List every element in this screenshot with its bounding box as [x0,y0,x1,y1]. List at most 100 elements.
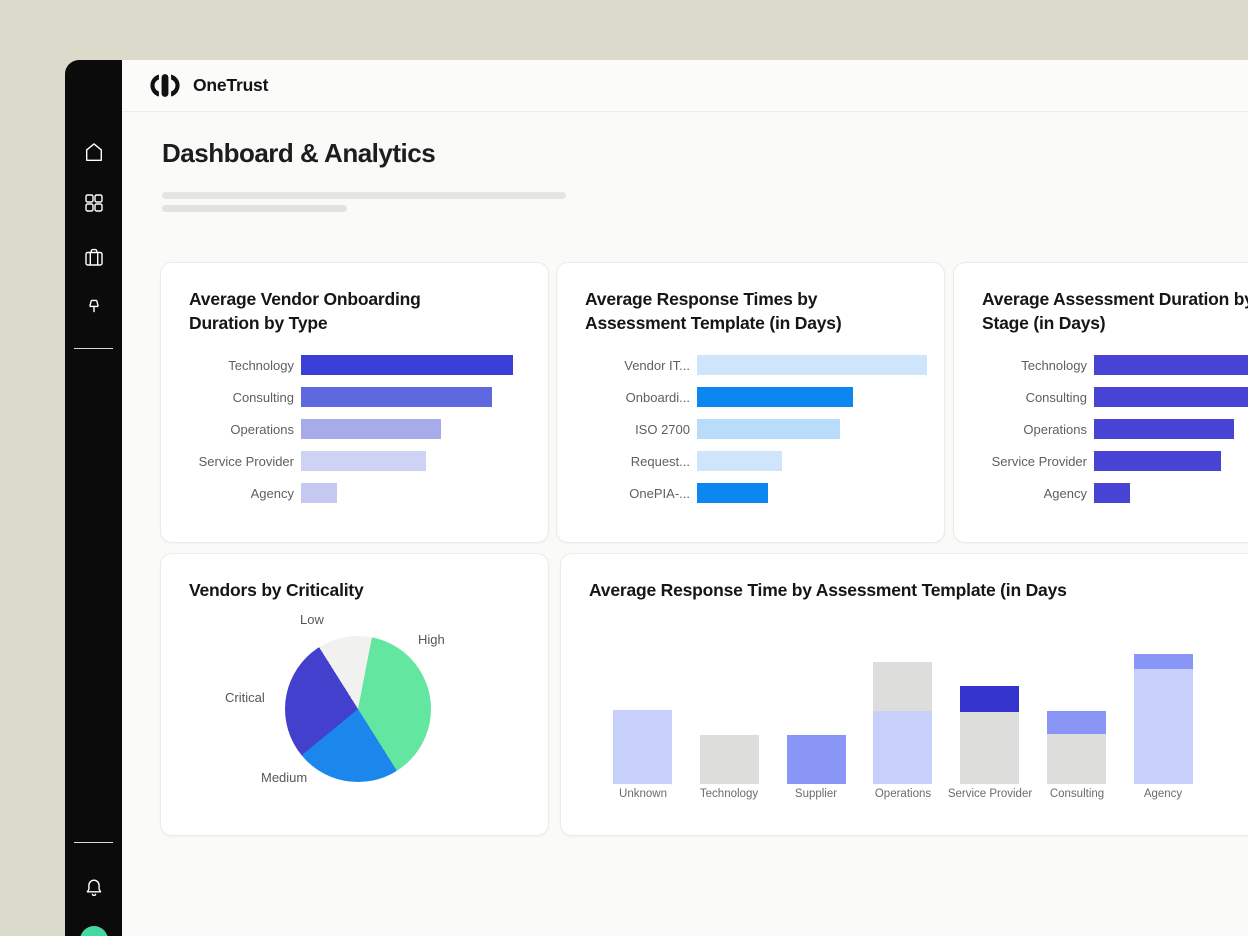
stacked-bar[interactable] [787,735,846,784]
bar-label: Operations [230,421,294,437]
stacked-bar[interactable] [1134,654,1193,784]
stacked-bar-chart: Unknown Technology Supplier Operations Servi… [561,554,1248,835]
bar-row: Onboardi... [585,387,944,407]
chart-title: Vendors by Criticality [189,580,364,600]
bar-row: Consulting [982,387,1248,407]
bar-label: Service Provider [198,453,294,469]
chart-title: Average Response Times by Assessment Tem… [585,289,842,334]
bar-label: Agency [1043,485,1087,501]
pushpin-icon[interactable] [82,296,106,320]
bar-segment [960,712,1019,784]
bar-row: Consulting [189,387,548,407]
bar-segment [873,711,932,784]
bar-label: Consulting [232,389,294,405]
bar-label: Onboardi... [625,389,690,405]
bar-label: Agency [1143,788,1183,800]
stacked-bar[interactable] [1047,711,1106,784]
pie-label: High [418,632,445,647]
bar[interactable] [697,387,853,407]
bar[interactable] [697,451,782,471]
hbar-chart: Vendor IT... Onboardi... ISO 2700 Request..… [585,355,944,515]
pie [285,636,431,782]
chart-title: Average Vendor Onboarding Duration by Ty… [189,289,421,334]
bar-row: Vendor IT... [585,355,944,375]
bar-row: Service Provider [982,451,1248,471]
bar-label: Service Provider [991,453,1087,469]
bar-row: Request... [585,451,944,471]
bar-segment [787,735,846,784]
home-icon[interactable] [82,140,106,164]
chart-title: Average Assessment Duration by Stage (in… [982,289,1248,334]
card-vendors-by-criticality: Vendors by Criticality High Medium Critica… [160,553,549,836]
card-vendor-onboarding-duration: Average Vendor Onboarding Duration by Ty… [160,262,549,543]
stacked-bar[interactable] [960,686,1019,784]
bar-segment [700,735,759,784]
card-response-times-by-template: Average Response Times by Assessment Tem… [556,262,945,543]
pie-label: Medium [261,770,308,785]
sidebar-divider [74,842,113,843]
bar-row: Operations [982,419,1248,439]
bar[interactable] [301,419,441,439]
bar-label: Consulting [1049,788,1105,800]
bar-label: Technology [699,788,759,800]
bar[interactable] [301,483,337,503]
briefcase-icon[interactable] [82,245,106,269]
bar-label: Operations [874,788,932,800]
bar-label: Unknown [619,788,667,800]
skeleton-line [162,192,566,199]
bar-label: Service Provider [947,788,1033,800]
stacked-bar[interactable] [873,662,932,784]
stacked-bar[interactable] [613,710,672,784]
pie-chart: High Medium Critical Low [161,554,548,835]
bar-label: Consulting [1025,389,1087,405]
pie-label: Low [300,612,324,627]
bar[interactable] [697,355,927,375]
bar[interactable] [301,387,492,407]
bar-label: Vendor IT... [624,357,690,373]
bar-row: OnePIA-... [585,483,944,503]
bar-row: Operations [189,419,548,439]
page-title: Dashboard & Analytics [162,138,436,168]
top-bar: OneTrust [122,60,1248,112]
bar-label: OnePIA-... [629,485,690,501]
bar-row: Agency [189,483,548,503]
bar[interactable] [301,355,513,375]
bar-row: Service Provider [189,451,548,471]
bar-segment [1134,654,1193,669]
bar-segment [1047,711,1106,734]
brand-name: OneTrust [193,75,269,95]
bar-label: Supplier [794,788,838,800]
bar-label: ISO 2700 [635,421,690,437]
bar[interactable] [301,451,426,471]
bar-label: Request... [630,453,690,469]
bar-segment [1047,734,1106,784]
bar[interactable] [1094,355,1248,375]
chart-title: Average Response Time by Assessment Temp… [589,580,1067,600]
sidebar [65,60,122,936]
onetrust-logo-mark [150,74,180,97]
hbar-chart: Technology Consulting Operations Service Pr… [982,355,1248,515]
skeleton-line [162,205,347,212]
bar[interactable] [1094,483,1130,503]
bell-icon[interactable] [82,876,106,900]
apps-grid-icon[interactable] [82,191,106,215]
bar-segment [873,662,932,711]
bar[interactable] [1094,451,1221,471]
bar[interactable] [1094,387,1248,407]
bar[interactable] [697,483,768,503]
bar-segment [960,686,1019,712]
pie-label: Critical [225,690,265,705]
bar-segment [613,710,672,784]
bar-label: Operations [1023,421,1087,437]
card-assessment-duration-by-stage: Average Assessment Duration by Stage (in… [953,262,1248,543]
main-content: Dashboard & Analytics Average Vendor Onb… [122,112,1248,936]
sidebar-divider [74,348,113,349]
bar[interactable] [1094,419,1234,439]
stacked-bar[interactable] [700,735,759,784]
user-avatar[interactable] [79,926,108,936]
bar-label: Technology [1021,357,1087,373]
bar[interactable] [697,419,840,439]
hbar-chart: Technology Consulting Operations Service Pr… [189,355,548,515]
card-response-time-stacked: Average Response Time by Assessment Temp… [560,553,1248,836]
bar-label: Technology [228,357,294,373]
